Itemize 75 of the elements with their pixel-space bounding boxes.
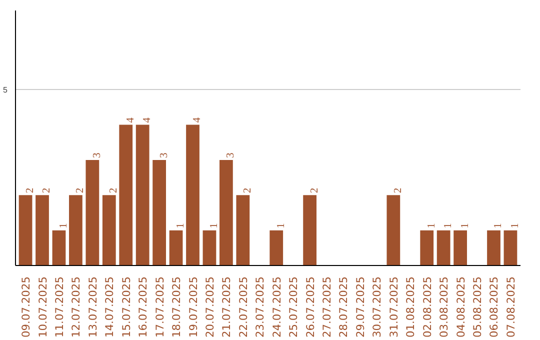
x-tick-label: 14.07.2025 xyxy=(103,276,116,338)
bar xyxy=(420,230,434,266)
x-tick-label: 30.07.2025 xyxy=(370,276,384,338)
data-label: 1 xyxy=(276,223,287,228)
bar xyxy=(303,195,316,266)
bar xyxy=(186,124,200,266)
bar xyxy=(487,230,500,266)
x-tick-label: 06.08.2025 xyxy=(488,276,501,338)
bar xyxy=(36,195,49,266)
x-tick-label: 22.07.2025 xyxy=(236,276,250,338)
x-tick-label: 31.07.2025 xyxy=(387,276,400,338)
bar xyxy=(69,195,82,266)
x-tick-label: 24.07.2025 xyxy=(270,276,284,338)
x-tick-label: 19.07.2025 xyxy=(186,276,200,338)
x-tick-label: 07.08.2025 xyxy=(504,276,518,338)
bar xyxy=(436,230,450,266)
data-label: 1 xyxy=(493,223,504,228)
data-label: 3 xyxy=(92,152,103,158)
data-label: 1 xyxy=(443,223,454,228)
data-label: 2 xyxy=(42,188,53,194)
bar xyxy=(504,230,518,266)
x-tick-label: 29.07.2025 xyxy=(354,276,367,338)
x-tick-label: 01.08.2025 xyxy=(404,276,418,338)
x-tick-label: 21.07.2025 xyxy=(220,276,234,338)
x-tick-label: 27.07.2025 xyxy=(320,276,334,338)
x-tick-label: 25.07.2025 xyxy=(287,276,300,338)
bar xyxy=(270,230,284,266)
x-tick-label: 17.07.2025 xyxy=(153,276,166,338)
bar xyxy=(86,160,100,266)
bar xyxy=(169,230,183,266)
bar xyxy=(119,124,133,266)
data-label: 2 xyxy=(108,188,120,194)
x-tick-label: 16.07.2025 xyxy=(136,276,150,338)
data-label: 2 xyxy=(25,188,36,194)
x-tick-label: 04.08.2025 xyxy=(454,276,468,338)
x-tick-label: 15.07.2025 xyxy=(120,276,133,338)
data-label: 1 xyxy=(426,223,438,228)
data-label: 2 xyxy=(75,188,86,194)
data-label: 1 xyxy=(460,223,471,228)
bar xyxy=(102,195,116,266)
bar xyxy=(202,230,216,266)
x-tick-label: 09.07.2025 xyxy=(20,276,33,338)
x-tick-label: 05.08.2025 xyxy=(471,276,484,338)
data-label: 1 xyxy=(208,223,220,228)
bar xyxy=(52,230,66,266)
x-tick-label: 03.08.2025 xyxy=(438,276,451,338)
data-label: 2 xyxy=(392,188,404,194)
bar xyxy=(386,195,400,266)
x-tick-label: 10.07.2025 xyxy=(36,276,50,338)
bar xyxy=(18,195,32,266)
x-tick-label: 11.07.2025 xyxy=(52,276,66,338)
data-label: 4 xyxy=(142,116,154,123)
x-tick-label: 28.07.2025 xyxy=(337,276,350,338)
data-label: 2 xyxy=(242,188,254,194)
data-label: 4 xyxy=(192,116,204,123)
bar xyxy=(152,160,166,266)
data-label: 4 xyxy=(125,116,136,123)
x-tick-label: 13.07.2025 xyxy=(86,276,100,338)
x-tick-label: 20.07.2025 xyxy=(203,276,216,338)
bar xyxy=(236,195,250,266)
data-label: 1 xyxy=(510,223,521,228)
data-label: 3 xyxy=(158,152,170,158)
data-label: 1 xyxy=(176,223,187,228)
x-tick-label: 12.07.2025 xyxy=(70,276,83,338)
y-tick-label: 5 xyxy=(3,86,8,95)
x-tick-label: 18.07.2025 xyxy=(170,276,184,338)
bar xyxy=(136,124,150,266)
x-tick-label: 26.07.2025 xyxy=(304,276,317,338)
data-label: 3 xyxy=(226,152,237,158)
x-tick-label: 23.07.2025 xyxy=(254,276,267,338)
bar xyxy=(454,230,467,266)
data-label: 1 xyxy=(58,223,70,228)
data-label: 2 xyxy=(309,188,320,194)
x-tick-label: 02.08.2025 xyxy=(420,276,434,338)
bar xyxy=(220,160,233,266)
